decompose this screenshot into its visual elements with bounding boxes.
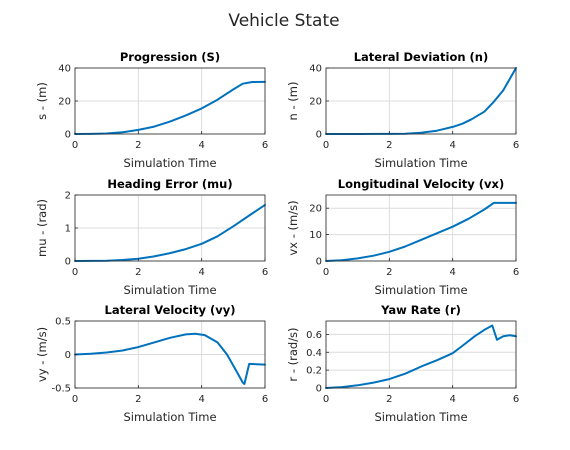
y-tick-label: 0 [316, 257, 322, 268]
y-tick-label: 0 [65, 350, 71, 361]
x-tick-label: 2 [386, 140, 392, 151]
x-tick-label: 0 [72, 140, 78, 151]
x-tick-label: 0 [72, 394, 78, 405]
series-line [75, 334, 265, 384]
x-tick-label: 2 [386, 267, 392, 278]
y-tick-label: 40 [309, 64, 322, 75]
x-tick-label: 4 [198, 394, 204, 405]
subplot-title: Yaw Rate (r) [380, 303, 461, 317]
series-line [75, 82, 265, 134]
y-tick-label: 0.4 [306, 348, 322, 359]
x-axis-label: Simulation Time [374, 283, 467, 297]
y-tick-label: 0 [316, 130, 322, 141]
x-tick-label: 4 [449, 267, 455, 278]
subplot-1: 0 2 4 6 0 20 40 Progression (S) Simulation Time s… [35, 50, 268, 170]
x-tick-label: 6 [262, 140, 268, 151]
x-tick-label: 2 [135, 140, 141, 151]
x-tick-label: 6 [513, 140, 519, 151]
subplot-4: 0 2 4 6 0 10 20 Longitudinal Velocity (vx) Simul… [286, 177, 519, 297]
y-tick-label: 20 [309, 204, 322, 215]
y-tick-label: 20 [58, 97, 71, 108]
y-axis-label: vx - (m/s) [286, 200, 300, 255]
x-tick-label: 4 [449, 394, 455, 405]
subplot-title: Progression (S) [120, 50, 220, 64]
y-tick-label: 0.2 [306, 366, 322, 377]
y-axis-label: mu - (rad) [35, 199, 49, 257]
y-tick-label: 2 [65, 191, 71, 202]
y-axis-label: r - (rad/s) [286, 327, 300, 381]
x-tick-label: 2 [135, 267, 141, 278]
y-tick-label: 0 [65, 130, 71, 141]
x-axis-label: Simulation Time [123, 156, 216, 170]
x-tick-label: 2 [135, 394, 141, 405]
subplot-title: Heading Error (mu) [107, 177, 232, 191]
y-tick-label: -0.5 [51, 384, 71, 395]
x-axis-label: Simulation Time [374, 156, 467, 170]
series-line [75, 205, 265, 261]
x-tick-label: 6 [513, 394, 519, 405]
subplot-title: Longitudinal Velocity (vx) [338, 177, 504, 191]
y-tick-label: 0 [65, 257, 71, 268]
y-tick-label: 1 [65, 224, 71, 235]
axes-frame [326, 321, 516, 388]
y-tick-label: 0 [316, 384, 322, 395]
y-axis-label: n - (m) [286, 82, 300, 121]
x-tick-label: 2 [386, 394, 392, 405]
subplot-title: Lateral Velocity (vy) [105, 303, 236, 317]
y-tick-label: 40 [58, 64, 71, 75]
x-axis-label: Simulation Time [123, 283, 216, 297]
y-tick-label: 10 [309, 230, 322, 241]
x-tick-label: 6 [513, 267, 519, 278]
x-tick-label: 6 [262, 394, 268, 405]
x-axis-label: Simulation Time [123, 410, 216, 424]
axes-frame [326, 195, 516, 261]
y-tick-label: 0.6 [306, 330, 322, 341]
x-tick-label: 0 [323, 394, 329, 405]
x-tick-label: 4 [198, 140, 204, 151]
subplot-title: Lateral Deviation (n) [354, 50, 489, 64]
x-tick-label: 6 [262, 267, 268, 278]
y-tick-label: 20 [309, 97, 322, 108]
x-tick-label: 0 [323, 140, 329, 151]
subplot-3: 0 2 4 6 0 1 2 Heading Error (mu) Simulation Time… [35, 177, 268, 297]
series-line [326, 203, 516, 261]
subplot-6: 0 2 4 6 0 0.2 0.4 0.6 Yaw Rate (r) Simulation Tim… [286, 303, 519, 424]
y-axis-label: s - (m) [35, 82, 49, 120]
figure-title: Vehicle State [228, 11, 339, 31]
x-tick-label: 0 [323, 267, 329, 278]
x-tick-label: 0 [72, 267, 78, 278]
x-tick-label: 4 [449, 140, 455, 151]
y-tick-label: 0.5 [55, 317, 71, 328]
x-tick-label: 4 [198, 267, 204, 278]
subplot-2: 0 2 4 6 0 20 40 Lateral Deviation (n) Simulation… [286, 50, 519, 170]
y-axis-label: vy - (m/s) [35, 327, 49, 382]
x-axis-label: Simulation Time [374, 410, 467, 424]
